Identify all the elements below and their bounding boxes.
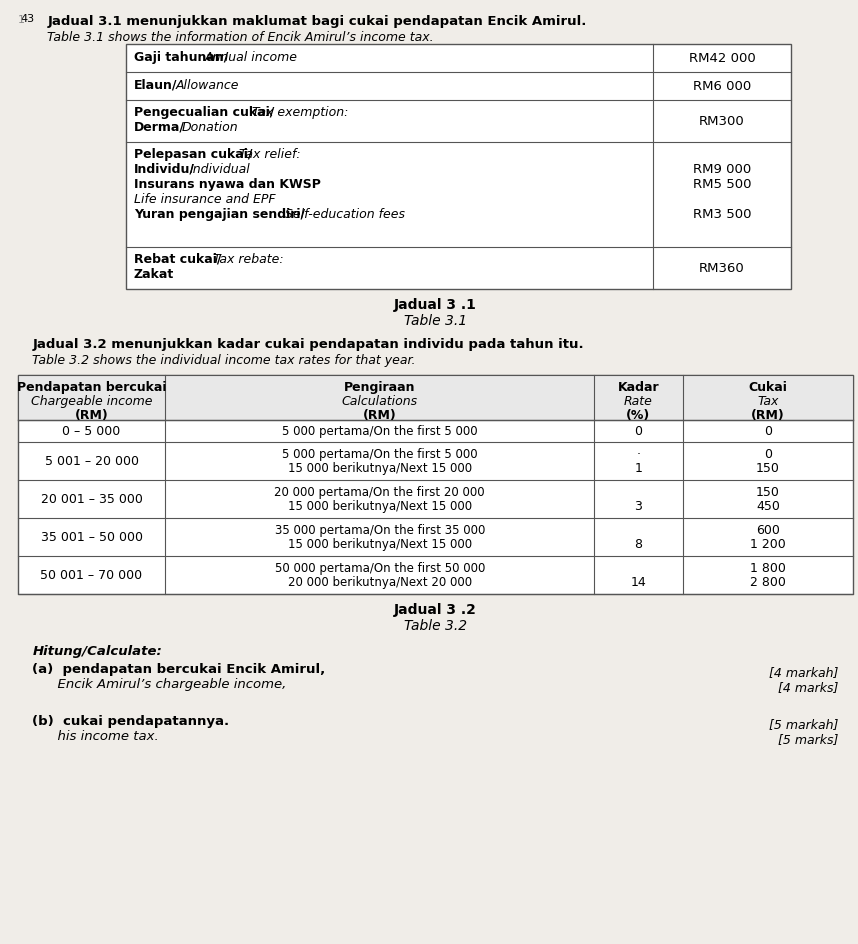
- Text: 1 200: 1 200: [750, 538, 786, 551]
- Text: 15 000 berikutnya/Next 15 000: 15 000 berikutnya/Next 15 000: [287, 538, 472, 551]
- Text: (a)  pendapatan bercukai Encik Amirul,: (a) pendapatan bercukai Encik Amirul,: [33, 663, 326, 675]
- Text: [5 markah]: [5 markah]: [769, 717, 838, 731]
- Text: [5 marks]: [5 marks]: [778, 733, 838, 745]
- Text: RM6 000: RM6 000: [693, 80, 751, 93]
- Text: Encik Amirul’s chargeable income,: Encik Amirul’s chargeable income,: [33, 677, 287, 690]
- Text: Pendapatan bercukai: Pendapatan bercukai: [17, 380, 166, 394]
- Text: 0: 0: [634, 425, 643, 438]
- Text: (%): (%): [626, 409, 650, 422]
- Text: 150: 150: [756, 486, 780, 499]
- Text: Table 3.1 shows the information of Encik Amirul’s income tax.: Table 3.1 shows the information of Encik…: [47, 31, 434, 44]
- Text: 3: 3: [634, 500, 643, 513]
- Text: 35 001 – 50 000: 35 001 – 50 000: [40, 531, 142, 544]
- Text: 1 800: 1 800: [750, 562, 786, 575]
- Text: Pengiraan: Pengiraan: [344, 380, 415, 394]
- Text: 14: 14: [631, 576, 646, 589]
- Text: Gaji tahunan/: Gaji tahunan/: [134, 51, 228, 64]
- Text: Self-education fees: Self-education fees: [285, 208, 405, 221]
- Text: RM360: RM360: [699, 262, 745, 276]
- Text: 150: 150: [756, 462, 780, 475]
- Text: (RM): (RM): [75, 409, 108, 422]
- Text: Jadual 3.1 menunjukkan maklumat bagi cukai pendapatan Encik Amirul.: Jadual 3.1 menunjukkan maklumat bagi cuk…: [47, 15, 587, 28]
- Text: (RM): (RM): [363, 409, 396, 422]
- Text: Jadual 3 .1: Jadual 3 .1: [394, 297, 477, 312]
- Text: Table 3.1: Table 3.1: [404, 313, 467, 328]
- Text: ·: ·: [637, 448, 640, 461]
- Text: 1: 1: [18, 15, 25, 25]
- Text: 5 000 pertama/On the first 5 000: 5 000 pertama/On the first 5 000: [282, 425, 478, 438]
- Text: his income tax.: his income tax.: [33, 729, 160, 742]
- Text: Jadual 3 .2: Jadual 3 .2: [394, 602, 477, 616]
- Text: 15 000 berikutnya/Next 15 000: 15 000 berikutnya/Next 15 000: [287, 462, 472, 475]
- Text: Tax rebate:: Tax rebate:: [213, 253, 283, 265]
- Text: Cukai: Cukai: [748, 380, 788, 394]
- Text: 1: 1: [634, 462, 643, 475]
- Bar: [18, 376, 853, 421]
- Text: (RM): (RM): [751, 409, 785, 422]
- Text: RM3 500: RM3 500: [692, 208, 752, 221]
- Text: 5 000 pertama/On the first 5 000: 5 000 pertama/On the first 5 000: [282, 448, 478, 461]
- Text: Chargeable income: Chargeable income: [31, 395, 153, 408]
- Text: 5 001 – 20 000: 5 001 – 20 000: [45, 455, 138, 468]
- Bar: [18, 376, 853, 595]
- Text: Table 3.2 shows the individual income tax rates for that year.: Table 3.2 shows the individual income ta…: [33, 354, 416, 366]
- Text: RM5 500: RM5 500: [692, 177, 752, 191]
- Text: Pelepasan cukai/: Pelepasan cukai/: [134, 148, 252, 160]
- Text: Elaun/: Elaun/: [134, 79, 178, 92]
- Text: Pengecualian cukai/: Pengecualian cukai/: [134, 106, 275, 119]
- Text: Yuran pengajian sendiri/: Yuran pengajian sendiri/: [134, 208, 305, 221]
- Text: Life insurance and EPF: Life insurance and EPF: [134, 193, 275, 206]
- Text: [4 markah]: [4 markah]: [769, 666, 838, 679]
- Text: RM300: RM300: [699, 115, 745, 128]
- Text: Allowance: Allowance: [175, 79, 239, 92]
- Text: RM9 000: RM9 000: [693, 162, 751, 176]
- Text: 2 800: 2 800: [750, 576, 786, 589]
- Text: 35 000 pertama/On the first 35 000: 35 000 pertama/On the first 35 000: [275, 524, 485, 537]
- Text: 50 000 pertama/On the first 50 000: 50 000 pertama/On the first 50 000: [275, 562, 485, 575]
- Text: Calculations: Calculations: [341, 395, 418, 408]
- Text: Derma/: Derma/: [134, 121, 185, 134]
- Text: 20 001 – 35 000: 20 001 – 35 000: [40, 493, 142, 506]
- Text: 43: 43: [21, 14, 35, 24]
- Text: Individual: Individual: [190, 162, 251, 176]
- Text: Zakat: Zakat: [134, 268, 174, 280]
- Text: (b)  cukai pendapatannya.: (b) cukai pendapatannya.: [33, 715, 230, 727]
- Text: Kadar: Kadar: [618, 380, 659, 394]
- Bar: [126, 45, 791, 290]
- Text: 8: 8: [634, 538, 643, 551]
- Text: Donation: Donation: [181, 121, 238, 134]
- Text: Hitung/Calculate:: Hitung/Calculate:: [33, 645, 162, 657]
- Text: Table 3.2: Table 3.2: [404, 618, 467, 632]
- Text: 0 – 5 000: 0 – 5 000: [63, 425, 121, 438]
- Text: Insurans nyawa dan KWSP: Insurans nyawa dan KWSP: [134, 177, 321, 191]
- Text: 600: 600: [756, 524, 780, 537]
- Text: RM42 000: RM42 000: [689, 53, 755, 65]
- Text: 50 001 – 70 000: 50 001 – 70 000: [40, 569, 142, 582]
- Text: 15 000 berikutnya/Next 15 000: 15 000 berikutnya/Next 15 000: [287, 500, 472, 513]
- Text: [4 marks]: [4 marks]: [778, 681, 838, 693]
- Text: Jadual 3.2 menunjukkan kadar cukai pendapatan individu pada tahun itu.: Jadual 3.2 menunjukkan kadar cukai penda…: [33, 338, 584, 350]
- Text: 450: 450: [756, 500, 780, 513]
- Text: Rate: Rate: [624, 395, 653, 408]
- Text: Tax exemption:: Tax exemption:: [252, 106, 348, 119]
- Text: 20 000 berikutnya/Next 20 000: 20 000 berikutnya/Next 20 000: [287, 576, 472, 589]
- Text: Rebat cukai/: Rebat cukai/: [134, 253, 221, 265]
- Text: 20 000 pertama/On the first 20 000: 20 000 pertama/On the first 20 000: [275, 486, 485, 499]
- Text: Individu/: Individu/: [134, 162, 195, 176]
- Text: 0: 0: [764, 425, 772, 438]
- Text: Tax: Tax: [757, 395, 778, 408]
- Text: Annual income: Annual income: [205, 51, 298, 64]
- Text: 0: 0: [764, 448, 772, 461]
- Text: Tax relief:: Tax relief:: [239, 148, 301, 160]
